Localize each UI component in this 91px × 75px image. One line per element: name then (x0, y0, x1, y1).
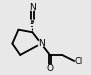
Text: N: N (29, 3, 36, 12)
Circle shape (30, 5, 35, 11)
Text: N: N (38, 39, 44, 48)
Circle shape (38, 41, 44, 47)
Circle shape (47, 65, 53, 71)
Text: O: O (46, 64, 53, 73)
Text: Cl: Cl (74, 57, 83, 66)
